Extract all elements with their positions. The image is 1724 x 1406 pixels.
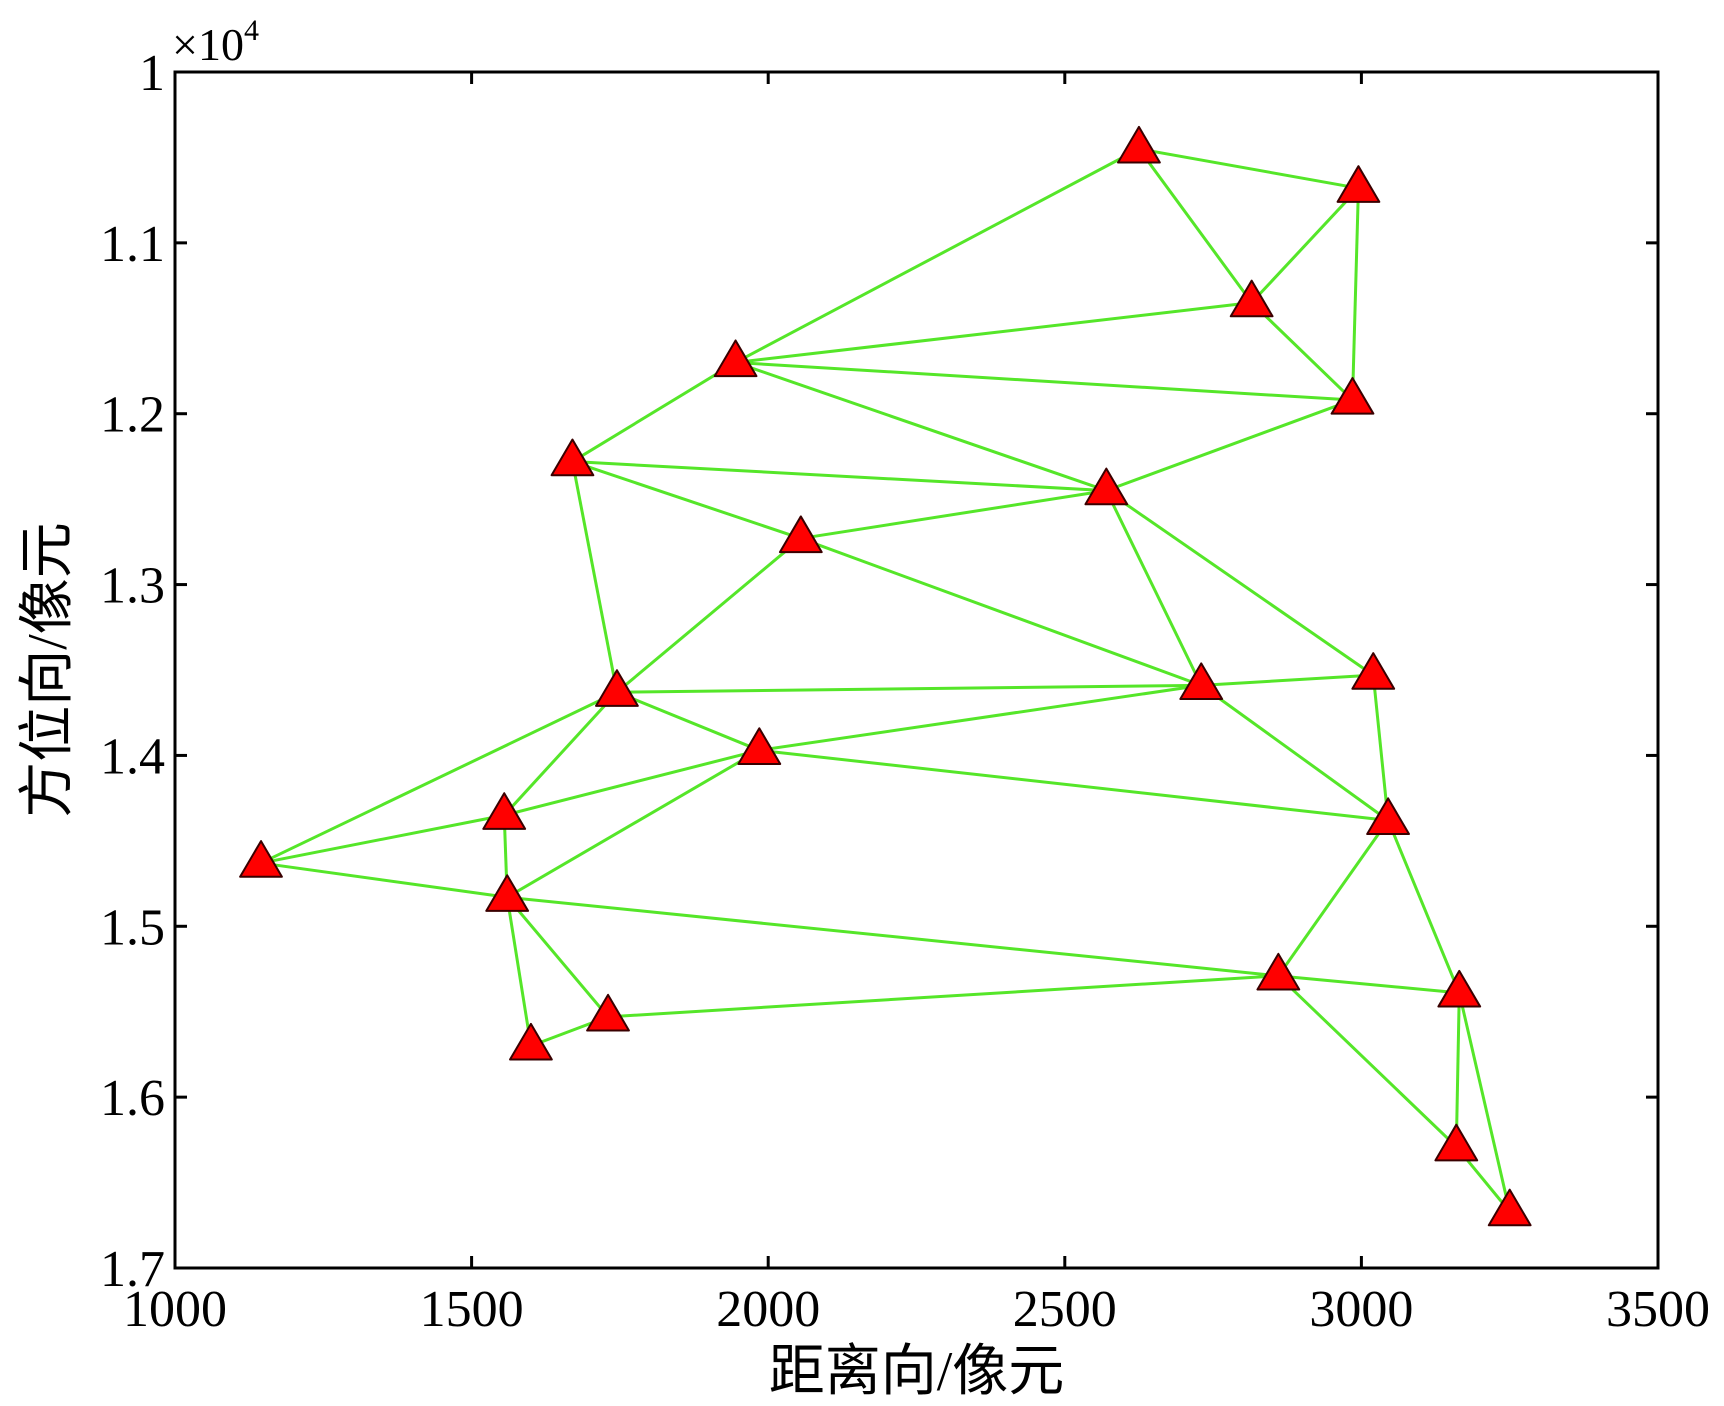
network-edge-12 [571,361,737,463]
control-point-marker-1 [482,792,527,830]
network-edge-42 [1454,992,1461,1147]
control-point-marker-6 [713,339,758,378]
network-edge-29 [1105,489,1375,677]
control-point-marker-19 [1437,969,1482,1008]
control-point-marker-21 [1487,1188,1532,1227]
network-edge-32 [1250,187,1360,304]
x-axis-label: 距离向/像元 [769,1341,1065,1403]
network-edge-18 [735,301,1252,364]
y-axis-scale-base: ×10 [172,19,244,70]
control-point-marker-7 [595,669,639,707]
network-edge-26 [800,537,1202,687]
y-tick-label-5: 1.5 [100,899,165,956]
network-edge-0 [260,813,505,865]
network-edge-20 [615,537,802,694]
network-edge-34 [1351,188,1360,401]
network-edge-38 [1277,819,1390,977]
control-point-marker-0 [239,840,283,878]
network-edge-14 [571,460,802,540]
network-edge-27 [1105,398,1354,493]
axis-ticks [173,70,1660,1270]
control-point-marker-15 [1179,662,1224,701]
network-edge-17 [734,147,1140,364]
network-edge-19 [735,360,1353,402]
network-edge-8 [506,896,610,1018]
y-tick-label-1: 1.1 [100,216,165,273]
network-edge-24 [759,748,1389,822]
network-edge-4 [503,691,619,817]
network-edge-36 [1200,684,1389,822]
network-edge-28 [1104,489,1203,687]
y-axis-label: 方位向/像元 [17,522,79,818]
control-point-marker-8 [737,727,782,765]
network-edge-37 [1371,674,1390,821]
y-tick-label-6: 1.6 [100,1070,165,1127]
control-points [239,125,1532,1227]
y-tick-label-0: 1 [139,45,165,102]
plot-frame [173,70,1660,1270]
control-point-marker-11 [1117,125,1161,164]
network-edge-9 [507,895,1279,978]
network-edge-25 [800,489,1107,540]
network-edge-31 [1138,147,1359,190]
x-tick-label-4: 3000 [1309,1281,1413,1338]
network-edge-33 [1250,301,1354,402]
y-tick-label-2: 1.2 [100,387,165,444]
control-point-marker-20 [1434,1123,1479,1162]
control-point-marker-18 [1256,952,1301,991]
x-tick-label-2: 2000 [716,1281,820,1338]
control-point-marker-9 [778,515,823,554]
network-edge-41 [1277,974,1458,1148]
network-edge-23 [759,683,1202,752]
network-edge-13 [570,461,619,693]
network-edge-5 [503,748,760,817]
y-tick-label-7: 1.7 [100,1241,165,1298]
axis-tick-labels: 1000 1500 2000 2500 3000 3500 1 1.1 1.2 1.3 1.4 1.5… [100,45,1710,1338]
control-point-marker-4 [586,993,630,1032]
control-point-marker-12 [1229,279,1274,318]
network-edge-7 [505,897,533,1047]
network-edge-1 [260,861,508,899]
control-point-marker-13 [1336,165,1381,203]
y-axis-scale-exponent: 4 [244,14,259,47]
x-tick-label-3: 2500 [1013,1281,1117,1338]
network-edge-22 [616,683,1202,694]
x-tick-label-0: 1000 [123,1281,227,1338]
y-axis-scale-factor: ×104 [172,14,259,70]
control-point-marker-16 [1351,652,1396,690]
y-tick-label-4: 1.4 [100,728,165,785]
network-edges [260,147,1512,1213]
network-edge-15 [572,460,1107,493]
network-edge-39 [1386,819,1461,994]
network-edge-40 [1278,974,1460,995]
network-edge-30 [1137,147,1253,304]
network-edge-21 [616,690,760,752]
control-point-marker-14 [1330,377,1375,415]
control-point-marker-10 [1084,467,1129,506]
control-point-marker-5 [550,438,595,477]
network-edge-6 [506,749,761,899]
y-tick-label-3: 1.3 [100,558,165,615]
x-tick-label-1: 1500 [420,1281,524,1338]
network-edge-11 [607,974,1279,1019]
network-edge-2 [260,690,618,865]
control-point-marker-3 [509,1022,553,1061]
x-tick-label-5: 3500 [1606,1281,1710,1338]
network-edge-16 [735,361,1107,493]
control-point-marker-17 [1366,797,1410,835]
network-edge-35 [1201,673,1374,687]
network-edge-43 [1457,992,1512,1212]
control-point-marker-2 [485,874,530,912]
